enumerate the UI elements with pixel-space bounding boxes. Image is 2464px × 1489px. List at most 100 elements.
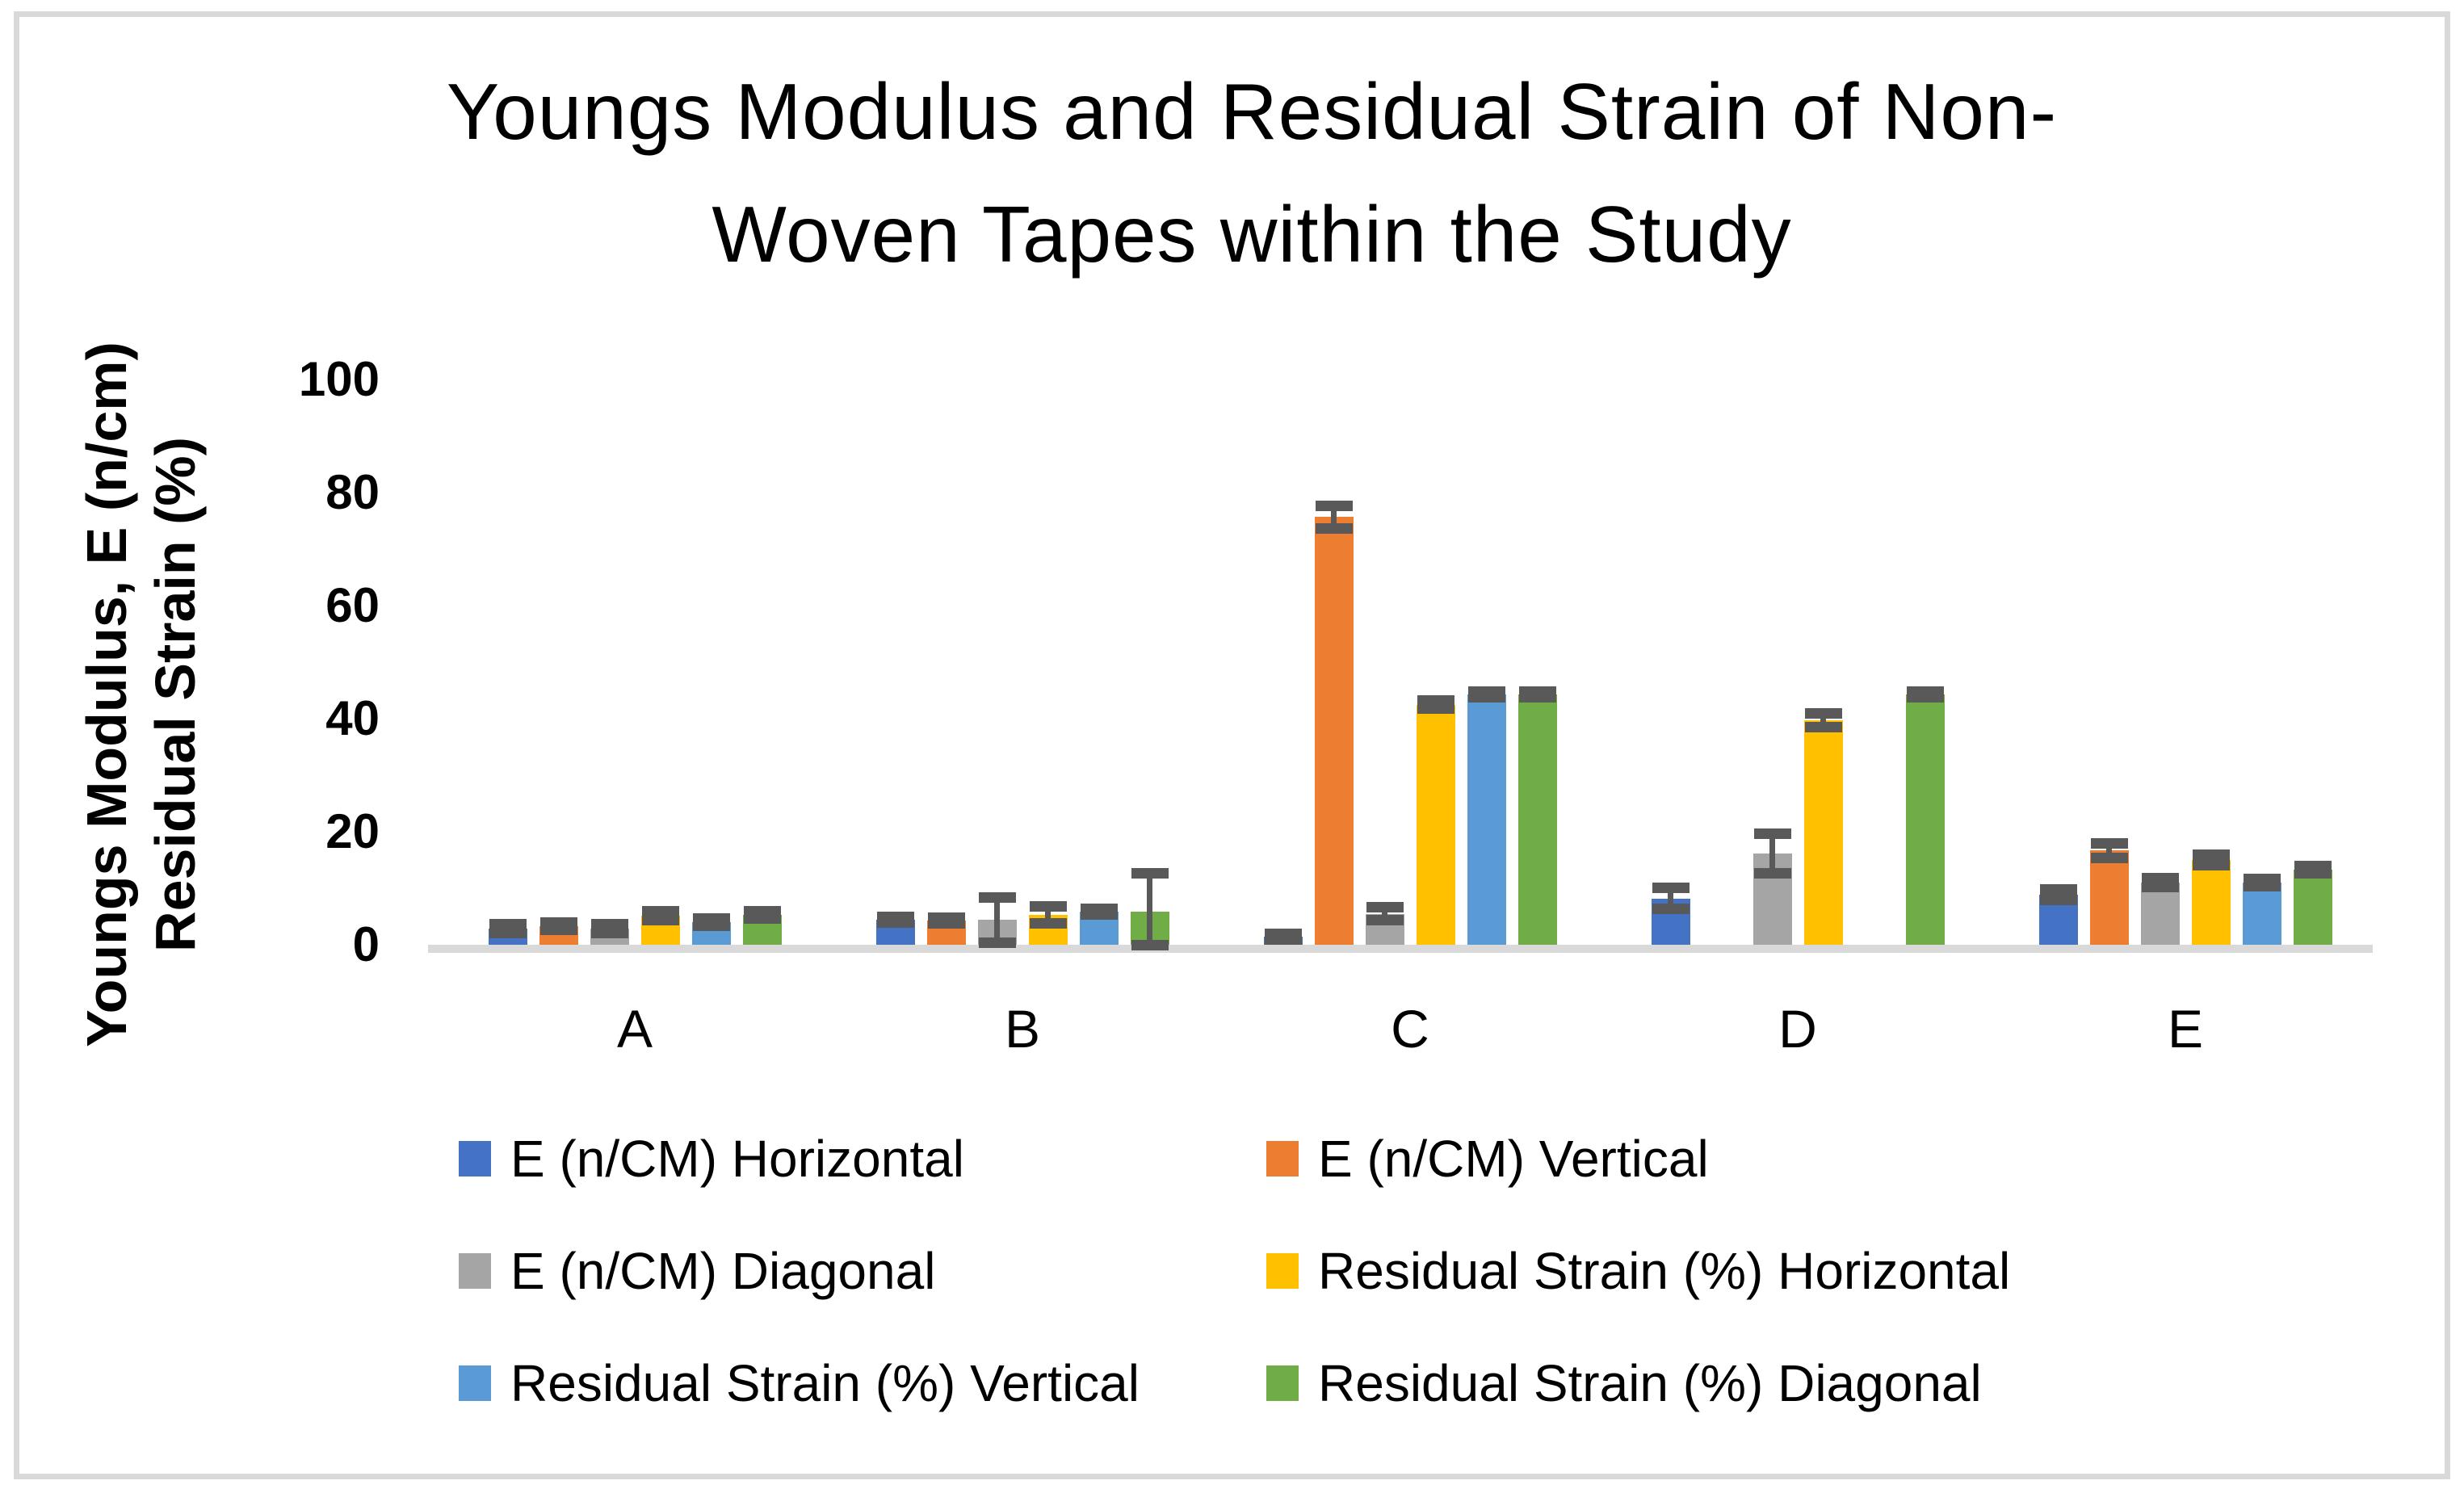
bar-E-series-3	[2191, 860, 2231, 945]
legend-label: E (n/CM) Horizontal	[510, 1130, 964, 1188]
error-bar-cap	[2243, 881, 2281, 892]
error-bar-stem	[994, 897, 1000, 943]
error-bar-cap	[539, 924, 577, 935]
legend-label: Residual Strain (%) Horizontal	[1318, 1242, 2011, 1300]
bar-C-series-1	[1314, 517, 1354, 945]
bar-E-series-4	[2242, 883, 2281, 945]
x-category-label-E: E	[2167, 999, 2204, 1059]
legend-item-0: E (n/CM) Horizontal	[459, 1130, 964, 1188]
bar-E-series-2	[2140, 883, 2180, 945]
chart-title: Youngs Modulus and Residual Strain of No…	[121, 50, 2382, 296]
error-bar-stem	[1331, 505, 1337, 529]
error-bar-cap	[1029, 917, 1067, 929]
legend-item-3: Residual Strain (%) Horizontal	[1266, 1242, 2010, 1300]
legend-swatch	[459, 1365, 491, 1401]
error-bar-cap	[876, 917, 914, 929]
y-tick-label-100: 100	[298, 352, 380, 406]
error-bar-cap	[2090, 837, 2128, 849]
legend-label: E (n/CM) Vertical	[1318, 1130, 1709, 1188]
bar-D-series-5	[1905, 694, 1945, 945]
error-bar-stem	[1382, 907, 1387, 921]
error-bar-cap	[978, 891, 1016, 903]
bar-E-series-1	[2089, 850, 2129, 945]
error-bar-cap	[1753, 867, 1791, 879]
legend-label: E (n/CM) Diagonal	[510, 1242, 936, 1300]
error-bar-cap	[641, 905, 679, 916]
error-bar-cap	[1366, 901, 1404, 912]
legend-label: Residual Strain (%) Vertical	[510, 1354, 1140, 1412]
error-bar-cap	[590, 918, 628, 929]
error-bar-cap	[1080, 908, 1118, 920]
error-bar-cap	[692, 912, 730, 924]
chart-title-line2: Woven Tapes within the Study	[711, 190, 1792, 279]
error-bar-cap	[1366, 915, 1404, 926]
error-bar-cap	[1417, 695, 1454, 707]
error-bar-stem	[1147, 873, 1152, 945]
bar-D-series-3	[1803, 720, 1843, 945]
error-bar-cap	[1906, 691, 1944, 703]
legend-item-2: E (n/CM) Diagonal	[459, 1242, 935, 1300]
y-tick-label-20: 20	[325, 804, 380, 858]
error-bar-cap	[2039, 894, 2077, 905]
error-bar-cap	[590, 927, 628, 938]
y-tick-label-0: 0	[352, 917, 380, 971]
x-category-label-A: A	[616, 999, 653, 1059]
bar-C-series-3	[1416, 704, 1455, 945]
chart-title-line1: Youngs Modulus and Residual Strain of No…	[446, 67, 2058, 156]
error-bar-cap	[2192, 849, 2230, 861]
legend-swatch	[1266, 1365, 1299, 1401]
error-bar-cap	[2090, 852, 2128, 863]
x-axis-line	[428, 945, 2373, 953]
error-bar-cap	[1518, 691, 1556, 703]
error-bar-cap	[1804, 722, 1842, 732]
error-bar-cap	[1753, 828, 1791, 839]
error-bar-cap	[1652, 882, 1690, 893]
y-tick-label-80: 80	[325, 465, 380, 519]
error-bar-cap	[1652, 904, 1690, 915]
bar-C-series-5	[1517, 694, 1557, 945]
legend-swatch	[459, 1253, 491, 1289]
error-bar-cap	[743, 905, 781, 916]
legend-item-4: Residual Strain (%) Vertical	[459, 1354, 1140, 1412]
error-bar-cap	[2141, 882, 2179, 893]
error-bar-cap	[1315, 522, 1353, 534]
error-bar-cap	[2243, 873, 2281, 884]
y-tick-label-60: 60	[325, 578, 380, 632]
legend-swatch	[1266, 1141, 1299, 1177]
x-category-label-B: B	[1004, 999, 1041, 1059]
bar-C-series-4	[1467, 694, 1506, 945]
error-bar-cap	[2039, 883, 2077, 895]
error-bar-cap	[1417, 703, 1454, 714]
error-bar-cap	[978, 937, 1016, 948]
error-bar-cap	[1131, 939, 1169, 950]
x-category-label-D: D	[1778, 999, 1817, 1059]
error-bar-cap	[1315, 500, 1353, 511]
error-bar-cap	[2192, 859, 2230, 870]
error-bar-stem	[1820, 713, 1826, 728]
error-bar-cap	[1131, 867, 1169, 879]
legend-item-1: E (n/CM) Vertical	[1266, 1130, 1709, 1188]
error-bar-stem	[1769, 833, 1775, 874]
error-bar-cap	[692, 921, 730, 932]
y-tick-label-40: 40	[325, 691, 380, 745]
bar-E-series-5	[2293, 869, 2332, 945]
error-bar-stem	[2106, 843, 2112, 858]
error-bar-cap	[489, 927, 527, 938]
legend-swatch	[459, 1141, 491, 1177]
error-bar-cap	[1467, 691, 1505, 703]
error-bar-stem	[1045, 906, 1051, 924]
legend-swatch	[1266, 1253, 1299, 1289]
error-bar-cap	[1804, 708, 1842, 719]
chart-frame	[14, 11, 2450, 1479]
error-bar-cap	[1029, 900, 1067, 912]
error-bar-cap	[2141, 872, 2179, 883]
legend-label: Residual Strain (%) Diagonal	[1318, 1354, 1982, 1412]
error-bar-cap	[1264, 934, 1302, 946]
error-bar-cap	[641, 914, 679, 925]
legend-item-5: Residual Strain (%) Diagonal	[1266, 1354, 1982, 1412]
x-category-label-C: C	[1391, 999, 1429, 1059]
error-bar-cap	[927, 917, 965, 929]
error-bar-cap	[489, 918, 527, 929]
error-bar-cap	[2294, 867, 2332, 879]
error-bar-stem	[1668, 887, 1673, 909]
